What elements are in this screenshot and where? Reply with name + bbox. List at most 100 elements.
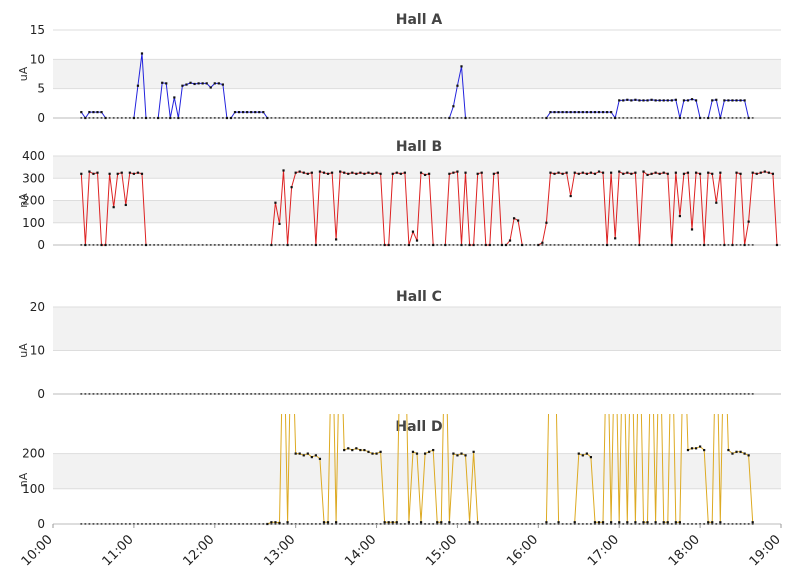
data-point bbox=[642, 521, 645, 524]
data-point bbox=[642, 170, 645, 173]
data-point bbox=[699, 244, 702, 246]
y-tick-label: 100 bbox=[22, 216, 45, 230]
data-point bbox=[727, 117, 730, 119]
data-point bbox=[116, 172, 119, 175]
data-point bbox=[569, 523, 572, 525]
data-point bbox=[565, 393, 568, 395]
data-point bbox=[614, 244, 617, 246]
data-point bbox=[593, 521, 597, 524]
band bbox=[53, 88, 781, 118]
data-point bbox=[711, 99, 714, 102]
data-point bbox=[618, 523, 621, 525]
data-point bbox=[157, 244, 160, 246]
data-point bbox=[460, 452, 463, 455]
data-point bbox=[411, 230, 415, 233]
data-point bbox=[213, 82, 216, 85]
data-point bbox=[428, 393, 431, 395]
data-point bbox=[557, 244, 560, 246]
data-point bbox=[699, 393, 702, 395]
data-point bbox=[683, 393, 685, 395]
data-point bbox=[262, 244, 265, 246]
data-point bbox=[590, 393, 592, 395]
panel-title: Hall C bbox=[396, 289, 442, 305]
data-point bbox=[618, 170, 621, 173]
data-point bbox=[674, 521, 677, 524]
data-point bbox=[298, 523, 301, 525]
data-point bbox=[383, 243, 386, 247]
data-point bbox=[149, 117, 151, 119]
data-point bbox=[602, 244, 604, 246]
data-point bbox=[347, 523, 350, 525]
data-point bbox=[319, 117, 321, 119]
data-point bbox=[80, 523, 83, 525]
data-point bbox=[545, 393, 548, 395]
data-point bbox=[383, 523, 386, 525]
data-point bbox=[545, 521, 548, 524]
data-point bbox=[525, 523, 528, 525]
data-point bbox=[428, 523, 431, 525]
data-point bbox=[262, 111, 265, 114]
data-point bbox=[173, 96, 176, 99]
data-point bbox=[674, 393, 677, 395]
data-point bbox=[375, 393, 378, 395]
data-point bbox=[387, 521, 390, 524]
data-point bbox=[743, 523, 746, 525]
data-point bbox=[351, 448, 354, 452]
data-point bbox=[120, 523, 123, 525]
data-point bbox=[335, 523, 338, 525]
data-point bbox=[755, 172, 758, 175]
data-point bbox=[367, 117, 370, 119]
data-point bbox=[662, 99, 665, 102]
data-point bbox=[650, 172, 653, 175]
band bbox=[53, 488, 781, 524]
data-point bbox=[618, 117, 621, 119]
data-point bbox=[505, 523, 507, 525]
data-point bbox=[367, 244, 370, 246]
data-point bbox=[420, 393, 422, 395]
data-point bbox=[383, 117, 386, 119]
data-point bbox=[452, 105, 455, 108]
data-point bbox=[371, 244, 374, 246]
x-tick-label: 11:00 bbox=[100, 532, 137, 569]
data-point bbox=[205, 523, 208, 525]
data-point bbox=[294, 452, 297, 455]
data-point bbox=[412, 117, 414, 119]
data-point bbox=[428, 172, 431, 175]
data-point bbox=[213, 523, 216, 525]
data-point bbox=[634, 117, 637, 119]
data-point bbox=[444, 243, 447, 247]
data-point bbox=[727, 244, 730, 246]
data-point bbox=[124, 393, 127, 395]
data-point bbox=[646, 521, 649, 524]
data-point bbox=[254, 393, 257, 395]
data-point bbox=[310, 456, 313, 459]
data-point bbox=[719, 393, 722, 395]
data-point bbox=[274, 393, 277, 395]
data-point bbox=[230, 244, 232, 246]
data-point bbox=[238, 117, 240, 119]
time-axis: 10:00 11:00 12:00 13:00 14:00 15:00 16:00 17:00… bbox=[19, 524, 784, 569]
data-point bbox=[771, 172, 775, 175]
data-point bbox=[610, 117, 613, 119]
data-point bbox=[88, 170, 91, 173]
data-point bbox=[589, 171, 593, 174]
data-point bbox=[161, 244, 164, 246]
data-point bbox=[682, 172, 686, 175]
data-point bbox=[715, 201, 718, 204]
x-tick-label: 16:00 bbox=[504, 532, 541, 569]
data-point bbox=[298, 244, 301, 246]
data-point bbox=[598, 117, 600, 119]
data-point bbox=[379, 523, 382, 525]
data-point bbox=[610, 393, 613, 395]
band bbox=[53, 178, 781, 201]
data-point bbox=[448, 116, 451, 120]
data-point bbox=[399, 172, 402, 175]
data-point bbox=[436, 117, 439, 119]
data-point bbox=[699, 116, 702, 120]
data-point bbox=[339, 117, 342, 119]
data-point bbox=[444, 393, 447, 395]
series-line bbox=[230, 111, 268, 119]
data-point bbox=[440, 244, 443, 246]
data-point bbox=[145, 523, 147, 525]
